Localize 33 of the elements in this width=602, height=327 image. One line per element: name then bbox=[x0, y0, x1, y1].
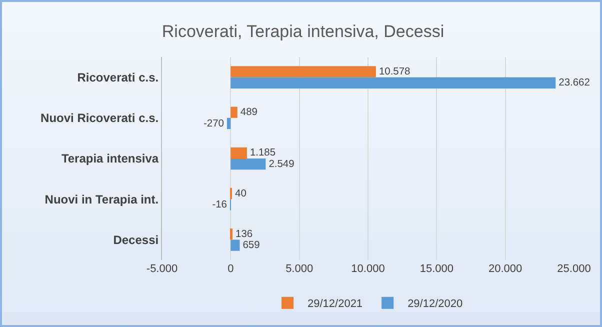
y-tick-label: Ricoverati c.s. bbox=[77, 70, 159, 84]
x-tick-label: 15.000 bbox=[420, 263, 454, 275]
x-tick-label: 10.000 bbox=[351, 263, 385, 275]
data-label: 1.185 bbox=[250, 148, 276, 159]
data-label: 2.549 bbox=[268, 158, 295, 170]
bar bbox=[226, 118, 231, 130]
bar bbox=[230, 240, 240, 251]
bar bbox=[230, 106, 238, 118]
x-tick-label: 20.000 bbox=[488, 263, 522, 275]
data-label: 659 bbox=[242, 240, 260, 252]
legend-label: 29/12/2021 bbox=[308, 298, 363, 310]
y-tick-label: Decessi bbox=[113, 232, 159, 247]
data-label: 40 bbox=[235, 188, 247, 200]
data-label: -270 bbox=[203, 118, 224, 130]
data-label: 136 bbox=[236, 228, 253, 240]
data-label: -16 bbox=[212, 199, 228, 210]
x-tick-label: 0 bbox=[228, 263, 234, 275]
bar bbox=[230, 158, 266, 170]
x-tick-label: -5.000 bbox=[146, 263, 178, 275]
bar bbox=[230, 147, 247, 158]
x-tick-label: 25.000 bbox=[557, 263, 591, 275]
bar bbox=[230, 77, 556, 88]
chart-title: Ricoverati, Terapia intensiva, Decessi bbox=[162, 22, 444, 41]
data-label: 489 bbox=[240, 107, 258, 118]
bar bbox=[230, 228, 233, 240]
y-tick-label: Nuovi in Terapia int. bbox=[44, 192, 159, 206]
data-label: 10.578 bbox=[378, 66, 411, 78]
x-tick-label: 5.000 bbox=[286, 263, 314, 275]
y-tick-label: Terapia intensiva bbox=[61, 152, 159, 166]
bar bbox=[230, 66, 376, 78]
y-tick-label: Nuovi Ricoverati c.s. bbox=[40, 111, 159, 126]
legend-label: 29/12/2020 bbox=[408, 298, 463, 310]
data-label: 23.662 bbox=[558, 78, 590, 89]
